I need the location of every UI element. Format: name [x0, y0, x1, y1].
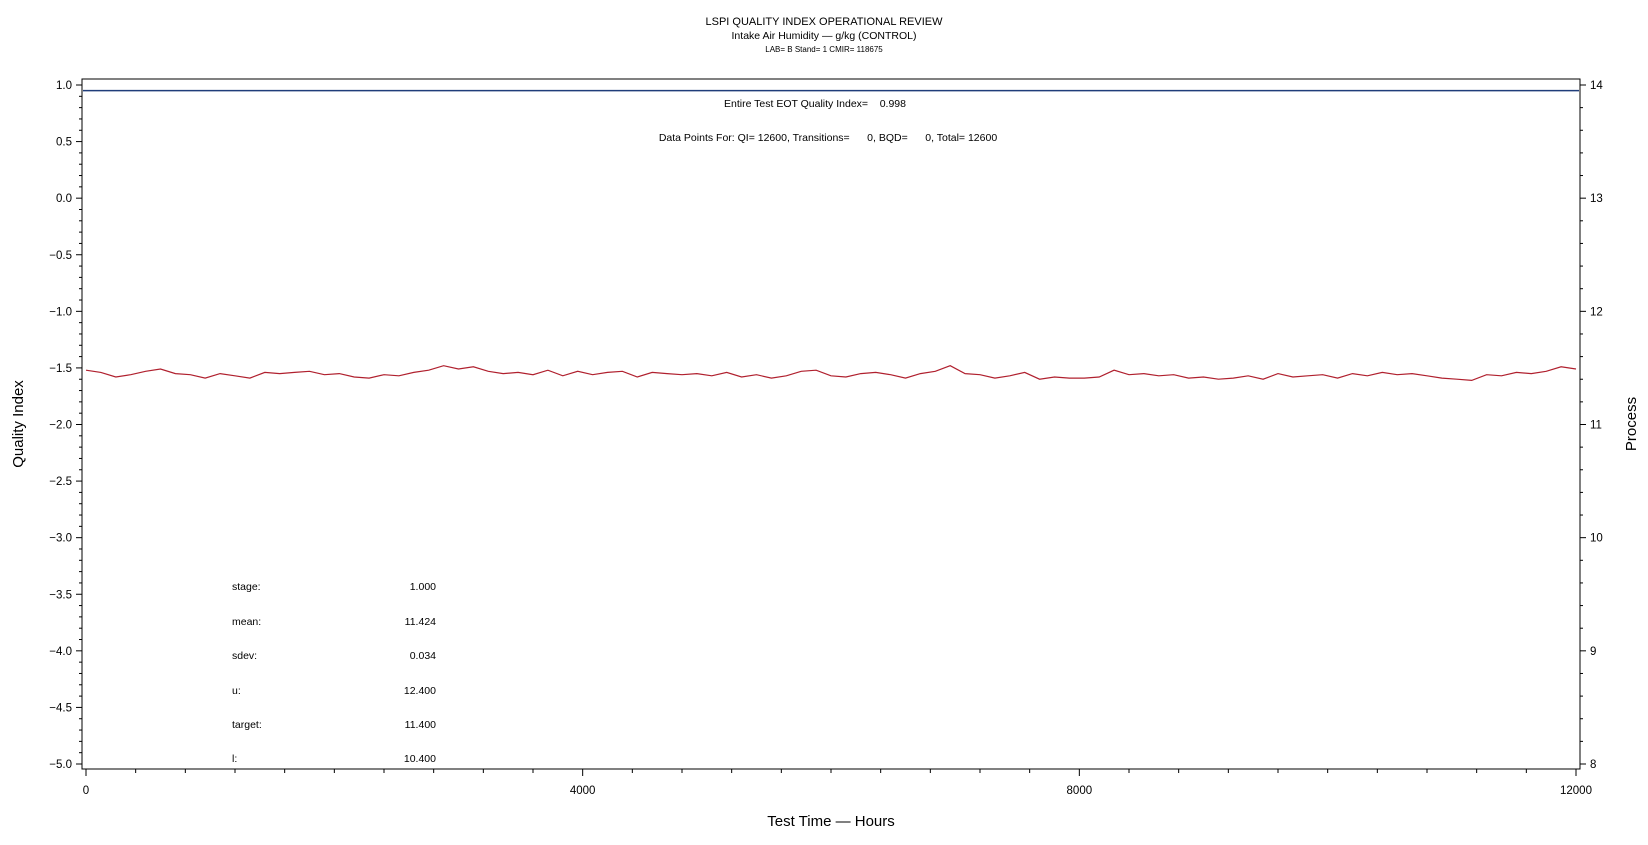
- stat-label: sdev:: [232, 650, 257, 662]
- y-left-tick-label: 0.0: [56, 193, 72, 205]
- y-left-tick-label: −4.0: [49, 646, 72, 658]
- stat-value: 12.400: [404, 685, 436, 697]
- y-left-tick-label: −4.5: [49, 702, 72, 714]
- y-right-tick-label: 14: [1590, 80, 1603, 92]
- y-left-tick-label: −2.0: [49, 420, 72, 432]
- annotation-quality-index: Entire Test EOT Quality Index= 0.998: [724, 98, 906, 110]
- annotation-data-points: Data Points For: QI= 12600, Transitions=…: [659, 132, 997, 144]
- stat-label: u:: [232, 685, 241, 697]
- left-axis: 1.0 0.5 0.0 −0.5 −1.0 −1.5 −2.0 −2.5 −3.0 −3.5 −4.…: [49, 80, 82, 771]
- x-axis-label: Test Time — Hours: [767, 813, 895, 830]
- stat-value: 0.034: [410, 650, 436, 662]
- chart-subtitle: Intake Air Humidity — g/kg (CONTROL): [732, 30, 917, 42]
- y-left-tick-label: −1.5: [49, 363, 72, 375]
- stat-value: 1.000: [410, 581, 436, 593]
- bottom-axis: 0 4000 8000 12000: [83, 769, 1592, 797]
- y-right-tick-label: 8: [1590, 759, 1596, 771]
- stat-label: target:: [232, 719, 262, 731]
- y-left-tick-label: −5.0: [49, 759, 72, 771]
- chart-title: LSPI QUALITY INDEX OPERATIONAL REVIEW: [706, 16, 944, 28]
- y-left-tick-label: −2.5: [49, 476, 72, 488]
- stat-label: mean:: [232, 616, 261, 628]
- x-tick-label: 0: [83, 785, 89, 797]
- y-axis-label-right: Process: [1623, 397, 1640, 451]
- stat-value: 10.400: [404, 753, 436, 765]
- y-axis-label-left: Quality Index: [10, 380, 27, 468]
- y-right-tick-label: 11: [1590, 420, 1602, 432]
- y-left-tick-label: 0.5: [56, 137, 72, 149]
- stat-value: 11.424: [405, 616, 436, 628]
- series-line: [85, 365, 1577, 382]
- right-axis: 14 13 12 11 10 9 8: [1580, 80, 1603, 771]
- y-left-tick-label: −3.5: [49, 589, 72, 601]
- x-tick-label: 4000: [570, 785, 596, 797]
- y-left-tick-label: −1.0: [49, 306, 72, 318]
- y-right-tick-label: 10: [1590, 533, 1603, 545]
- stat-label: stage:: [232, 581, 261, 593]
- stats-block: stage: 1.000 mean: 11.424 sdev: 0.034 u: 12.400…: [232, 581, 436, 765]
- y-right-tick-label: 12: [1590, 306, 1603, 318]
- y-right-tick-label: 13: [1590, 193, 1603, 205]
- stat-value: 11.400: [405, 719, 436, 731]
- y-left-tick-label: −3.0: [49, 533, 72, 545]
- stat-label: l:: [232, 753, 237, 765]
- y-left-tick-label: 1.0: [56, 80, 72, 92]
- x-tick-label: 8000: [1067, 785, 1093, 797]
- y-right-tick-label: 9: [1590, 646, 1596, 658]
- chart-subsubtitle: LAB= B Stand= 1 CMIR= 118675: [765, 45, 883, 54]
- y-left-tick-label: −0.5: [49, 250, 72, 262]
- plot-frame: [81, 78, 1581, 770]
- x-tick-label: 12000: [1560, 785, 1592, 797]
